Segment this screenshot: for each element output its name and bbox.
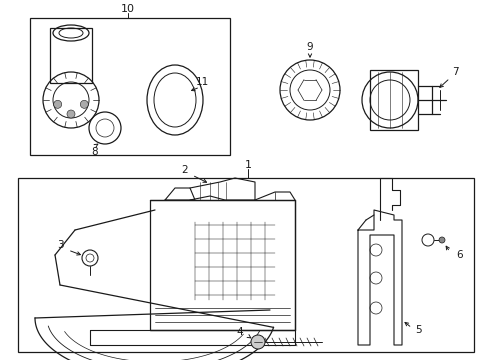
Circle shape: [67, 110, 75, 118]
Text: 7: 7: [451, 67, 457, 77]
Text: 5: 5: [414, 325, 421, 335]
Circle shape: [54, 100, 61, 108]
Bar: [50, 28, 92, 83]
Text: 6: 6: [456, 250, 462, 260]
Text: 10: 10: [121, 4, 135, 14]
Bar: [30, 18, 229, 155]
Bar: [18, 178, 473, 352]
Text: 2: 2: [182, 165, 188, 175]
Bar: [369, 70, 417, 130]
Text: 4: 4: [236, 327, 243, 337]
Text: 3: 3: [57, 240, 63, 250]
Circle shape: [80, 100, 88, 108]
Text: 1: 1: [244, 160, 251, 170]
Text: 11: 11: [195, 77, 208, 87]
Text: 9: 9: [306, 42, 313, 52]
Circle shape: [250, 335, 264, 349]
Text: 8: 8: [92, 147, 98, 157]
Circle shape: [438, 237, 444, 243]
